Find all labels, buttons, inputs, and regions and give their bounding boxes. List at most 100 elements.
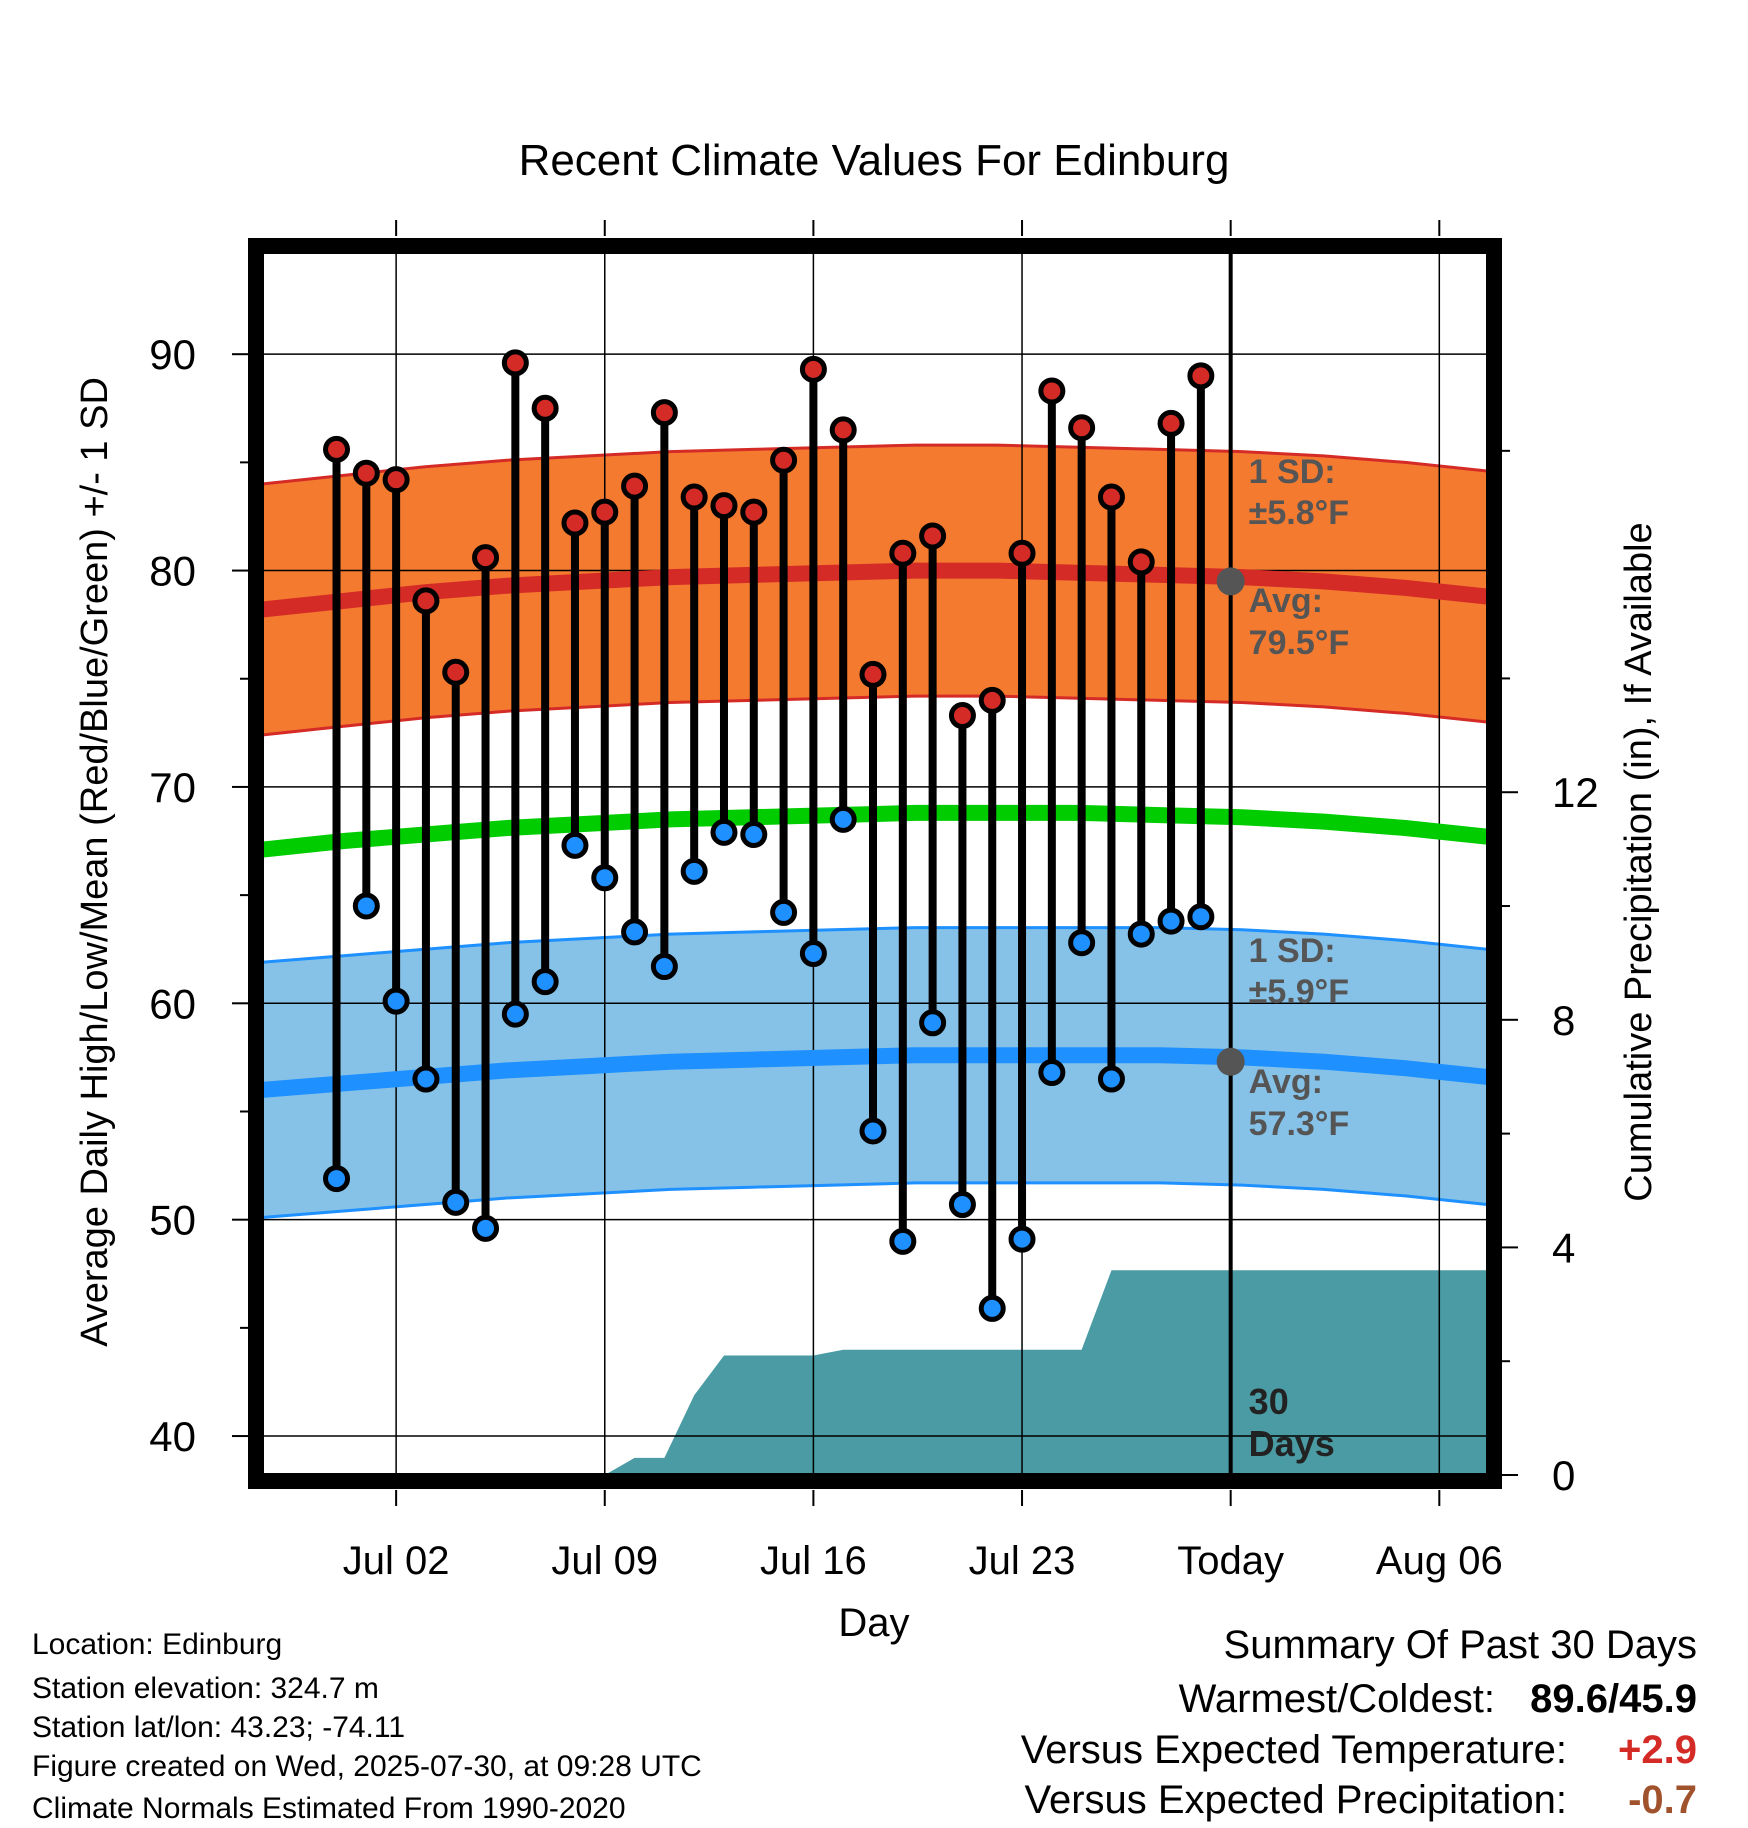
y-tick-label-40: 40 (149, 1413, 196, 1460)
obs-low-point-27 (1127, 920, 1155, 948)
obs-low-point-4 (442, 1188, 470, 1216)
obs-high-point-17 (829, 416, 857, 444)
obs-low-point-20 (919, 1009, 947, 1037)
x-tick-label-4: Today (1177, 1539, 1284, 1583)
low-sd-value: ±5.9°F (1249, 973, 1349, 1011)
obs-low-point-12 (680, 857, 708, 885)
obs-high-point-2 (382, 466, 410, 494)
low-avg-value: 57.3°F (1249, 1105, 1350, 1143)
today-low-avg-marker (1216, 1047, 1245, 1076)
obs-high-point-4 (442, 658, 470, 686)
low-sd-label: 1 SD: (1249, 932, 1336, 970)
summary-title: Summary Of Past 30 Days (1224, 1623, 1697, 1667)
x-axis-label: Day (838, 1601, 909, 1645)
days-label-text: Days (1249, 1423, 1335, 1464)
obs-high-point-11 (650, 399, 678, 427)
obs-high-point-18 (859, 660, 887, 688)
obs-low-point-28 (1157, 907, 1185, 935)
x-tick-label-1: Jul 09 (551, 1539, 658, 1583)
summary-panel: Summary Of Past 30 Days Warmest/Coldest:… (1021, 1623, 1697, 1822)
obs-high-point-21 (948, 702, 976, 730)
info-elevation: Station elevation: 324.7 m (32, 1672, 379, 1705)
obs-high-point-8 (561, 509, 589, 537)
obs-high-point-0 (323, 435, 351, 463)
info-location: Location: Edinburg (32, 1628, 282, 1661)
obs-high-point-12 (680, 483, 708, 511)
obs-low-point-29 (1187, 903, 1215, 931)
obs-low-point-1 (352, 892, 380, 920)
obs-low-point-15 (770, 898, 798, 926)
plot-frame (248, 238, 1502, 1489)
summary-precip-value: -0.7 (1628, 1778, 1697, 1822)
obs-low-point-8 (561, 831, 589, 859)
obs-low-point-9 (591, 864, 619, 892)
y-tick-label-70: 70 (149, 764, 196, 811)
high-sd-label: 1 SD: (1249, 453, 1336, 491)
info-normals: Climate Normals Estimated From 1990-2020 (32, 1792, 626, 1825)
obs-low-point-21 (948, 1191, 976, 1219)
obs-high-point-24 (1038, 377, 1066, 405)
y-tick-label-50: 50 (149, 1197, 196, 1244)
obs-low-point-18 (859, 1117, 887, 1145)
obs-low-point-2 (382, 987, 410, 1015)
obs-high-point-26 (1097, 483, 1125, 511)
obs-low-point-14 (740, 821, 768, 849)
obs-high-point-13 (710, 492, 738, 520)
y2-tick-label-4: 4 (1552, 1224, 1575, 1271)
obs-low-point-19 (889, 1227, 917, 1255)
obs-high-point-22 (978, 686, 1006, 714)
obs-high-point-1 (352, 459, 380, 487)
y-axis-label: Average Daily High/Low/Mean (Red/Blue/Gr… (74, 377, 116, 1347)
y2-tick-label-0: 0 (1552, 1452, 1575, 1499)
obs-high-point-10 (621, 472, 649, 500)
info-created: Figure created on Wed, 2025-07-30, at 09… (32, 1750, 702, 1783)
precip-cumulative-area (336, 1270, 1487, 1475)
obs-high-point-7 (531, 394, 559, 422)
summary-precip-label: Versus Expected Precipitation: (1024, 1778, 1567, 1822)
low-avg-label: Avg: (1249, 1063, 1323, 1101)
today-high-avg-marker (1216, 567, 1245, 596)
y2-axis-label: Cumulative Precipitation (in), If Availa… (1618, 522, 1660, 1201)
obs-high-point-14 (740, 498, 768, 526)
obs-high-point-20 (919, 522, 947, 550)
obs-low-point-10 (621, 918, 649, 946)
high-sd-upper-edge (262, 443, 1487, 486)
obs-high-point-3 (412, 587, 440, 615)
y-tick-label-80: 80 (149, 548, 196, 595)
obs-low-point-22 (978, 1294, 1006, 1322)
obs-high-point-15 (770, 446, 798, 474)
normal-high-line (262, 562, 1487, 618)
obs-high-point-6 (501, 349, 529, 377)
obs-low-point-26 (1097, 1065, 1125, 1093)
x-tick-label-3: Jul 23 (969, 1539, 1076, 1583)
obs-low-point-7 (531, 968, 559, 996)
x-tick-label-2: Jul 16 (760, 1539, 867, 1583)
obs-high-point-27 (1127, 548, 1155, 576)
x-tick-label-5: Aug 06 (1376, 1539, 1503, 1583)
high-sd-value: ±5.8°F (1249, 494, 1349, 532)
obs-high-point-25 (1068, 414, 1096, 442)
obs-high-point-29 (1187, 362, 1215, 390)
y2-tick-label-12: 12 (1552, 769, 1599, 816)
obs-low-point-0 (323, 1165, 351, 1193)
y-tick-label-60: 60 (149, 980, 196, 1027)
x-tick-label-0: Jul 02 (343, 1539, 450, 1583)
high-avg-value: 79.5°F (1249, 624, 1350, 662)
high-avg-label: Avg: (1249, 582, 1323, 620)
obs-low-point-24 (1038, 1059, 1066, 1087)
obs-low-point-6 (501, 1000, 529, 1028)
summary-temp-label: Versus Expected Temperature: (1021, 1728, 1567, 1772)
summary-warmest-label: Warmest/Coldest: (1179, 1677, 1495, 1721)
obs-low-point-17 (829, 805, 857, 833)
obs-high-point-16 (799, 355, 827, 383)
days-label-number: 30 (1249, 1381, 1289, 1422)
obs-low-point-23 (1008, 1225, 1036, 1253)
obs-high-point-19 (889, 539, 917, 567)
obs-high-point-9 (591, 498, 619, 526)
plot-area (262, 246, 1487, 1475)
obs-low-point-13 (710, 818, 738, 846)
y2-tick-label-8: 8 (1552, 997, 1575, 1044)
obs-high-point-23 (1008, 539, 1036, 567)
summary-temp-value: +2.9 (1618, 1728, 1697, 1772)
